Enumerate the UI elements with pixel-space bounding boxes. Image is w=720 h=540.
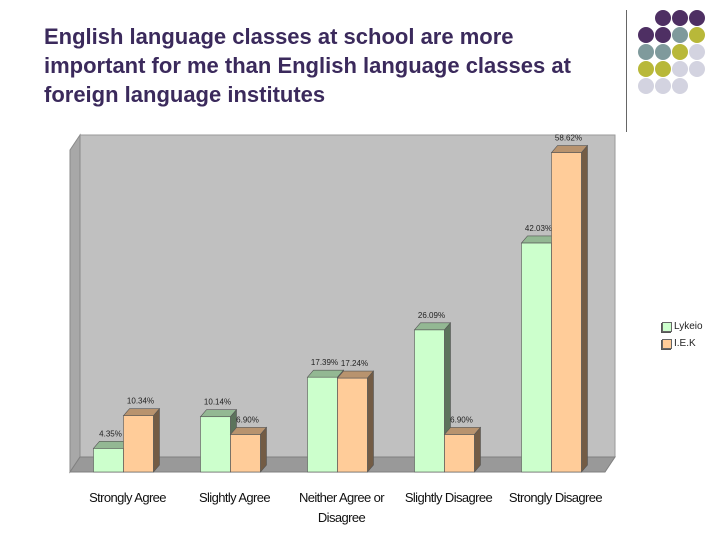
chart-side-wall — [69, 133, 81, 474]
slide-title: English language classes at school are m… — [44, 22, 624, 109]
category-label: Disagree — [318, 510, 366, 525]
bar-side-face — [260, 426, 267, 473]
bar-iek — [123, 415, 154, 473]
legend-swatch-iek — [662, 338, 672, 349]
data-label: 10.14% — [204, 398, 231, 407]
data-label: 4.35% — [99, 429, 122, 438]
bar-side-face — [581, 144, 588, 473]
legend-swatch-lykeio — [662, 321, 672, 332]
bar-iek — [230, 434, 261, 473]
data-label: 26.09% — [418, 311, 445, 320]
category-label: Strongly Disagree — [509, 490, 602, 505]
legend-item-iek: I.E.K — [662, 335, 703, 352]
bar-side-face — [367, 370, 374, 473]
data-label: 42.03% — [525, 224, 552, 233]
bar-lykeio — [307, 376, 338, 473]
bar-side-face — [153, 407, 160, 473]
bar-side-face — [474, 426, 481, 473]
legend-label-lykeio: Lykeio — [674, 321, 703, 332]
data-label: 10.34% — [127, 397, 154, 406]
title-divider — [626, 10, 627, 132]
chart-legend: Lykeio I.E.K — [662, 318, 703, 352]
data-label: 17.39% — [311, 358, 338, 367]
bar-lykeio — [200, 416, 231, 473]
category-label: Slightly Agree — [199, 490, 270, 505]
bar-lykeio — [414, 329, 445, 473]
bar-iek — [337, 377, 368, 473]
title-line-2: important for me than English language c… — [44, 53, 571, 78]
legend-item-lykeio: Lykeio — [662, 318, 703, 335]
data-label: 6.90% — [236, 415, 259, 424]
category-label: Strongly Agree — [89, 490, 166, 505]
category-label: Neither Agree or — [299, 490, 385, 505]
data-label: 17.24% — [341, 359, 368, 368]
bar-lykeio — [93, 447, 124, 473]
data-label: 58.62% — [555, 134, 582, 143]
bar-iek — [551, 152, 582, 473]
bar-iek — [444, 434, 475, 473]
legend-label-iek: I.E.K — [674, 338, 696, 349]
data-label: 6.90% — [450, 415, 473, 424]
title-line-3: foreign language institutes — [44, 82, 326, 107]
bar-lykeio — [521, 242, 552, 473]
title-line-1: English language classes at school are m… — [44, 24, 514, 49]
category-label: Slightly Disagree — [405, 490, 493, 505]
